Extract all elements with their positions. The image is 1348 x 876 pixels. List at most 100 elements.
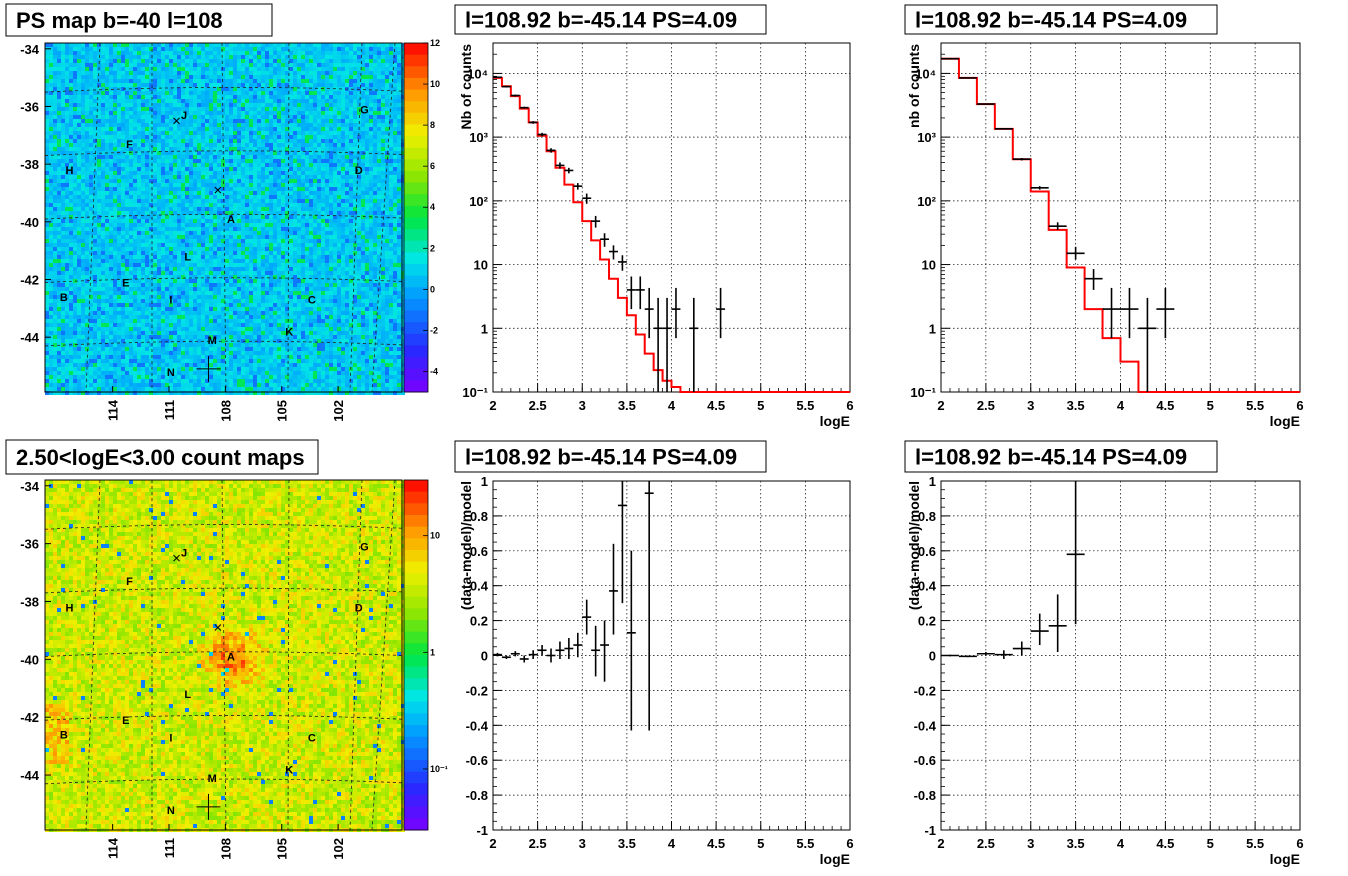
heatmap-cell: [113, 87, 117, 91]
heatmap-cell: [193, 179, 197, 183]
heatmap-cell: [169, 207, 173, 211]
heatmap-cell: [65, 47, 69, 51]
heatmap-cell: [245, 47, 249, 51]
heatmap-cell: [221, 239, 225, 243]
heatmap-cell: [313, 127, 317, 131]
heatmap-cell: [333, 75, 337, 79]
heatmap-cell: [201, 199, 205, 203]
heatmap-cell: [89, 147, 93, 151]
heatmap-cell: [177, 79, 181, 83]
heatmap-cell: [353, 227, 357, 231]
heatmap-cell: [309, 203, 313, 207]
heatmap-cell: [201, 247, 205, 251]
heatmap-cell: [377, 107, 381, 111]
heatmap-cell: [153, 155, 157, 159]
heatmap-cell: [221, 47, 225, 51]
heatmap-cell: [89, 159, 93, 163]
heatmap-cell: [77, 183, 81, 187]
heatmap-cell: [373, 115, 377, 119]
heatmap-cell: [277, 239, 281, 243]
heatmap-cell: [125, 239, 129, 243]
heatmap-cell: [381, 219, 385, 223]
heatmap-cell: [253, 171, 257, 175]
heatmap-cell: [129, 227, 133, 231]
heatmap-cell: [205, 243, 209, 247]
heatmap-cell: [121, 67, 125, 71]
heatmap-cell: [257, 107, 261, 111]
heatmap-cell: [349, 183, 353, 187]
heatmap-cell: [325, 195, 329, 199]
heatmap-cell: [241, 135, 245, 139]
heatmap-cell: [53, 147, 57, 151]
heatmap-cell: [185, 211, 189, 215]
heatmap-cell: [269, 91, 273, 95]
heatmap-cell: [49, 115, 53, 119]
heatmap-cell: [57, 223, 61, 227]
heatmap-cell: [89, 127, 93, 131]
heatmap-cell: [57, 131, 61, 135]
heatmap-cell: [81, 179, 85, 183]
heatmap-cell: [205, 247, 209, 251]
heatmap-cell: [117, 143, 121, 147]
heatmap-cell: [241, 175, 245, 179]
heatmap-cell: [389, 239, 393, 243]
heatmap-cell: [293, 219, 297, 223]
heatmap-cell: [385, 239, 389, 243]
heatmap-cell: [109, 63, 113, 67]
heatmap-cell: [117, 167, 121, 171]
heatmap-cell: [365, 55, 369, 59]
heatmap-cell: [73, 147, 77, 151]
heatmap-cell: [209, 247, 213, 251]
heatmap-cell: [385, 135, 389, 139]
heatmap-cell: [109, 255, 113, 259]
heatmap-cell: [101, 67, 105, 71]
heatmap-cell: [109, 127, 113, 131]
heatmap-cell: [361, 227, 365, 231]
heatmap-cell: [329, 255, 333, 259]
heatmap-cell: [385, 259, 389, 263]
heatmap-cell: [277, 55, 281, 59]
heatmap-cell: [65, 63, 69, 67]
heatmap-cell: [297, 219, 301, 223]
heatmap-cell: [369, 191, 373, 195]
heatmap-cell: [65, 159, 69, 163]
heatmap-cell: [153, 175, 157, 179]
heatmap-cell: [297, 179, 301, 183]
heatmap-cell: [293, 243, 297, 247]
heatmap-cell: [65, 167, 69, 171]
heatmap-cell: [49, 211, 53, 215]
heatmap-cell: [49, 95, 53, 99]
heatmap-cell: [205, 235, 209, 239]
heatmap-cell: [353, 51, 357, 55]
heatmap-cell: [381, 131, 385, 135]
heatmap-cell: [369, 199, 373, 203]
heatmap-cell: [97, 235, 101, 239]
heatmap-cell: [69, 87, 73, 91]
heatmap-cell: [341, 63, 345, 67]
heatmap-cell: [57, 67, 61, 71]
heatmap-cell: [185, 159, 189, 163]
heatmap-cell: [189, 187, 193, 191]
heatmap-cell: [57, 107, 61, 111]
heatmap-cell: [73, 139, 77, 143]
heatmap-cell: [57, 103, 61, 107]
heatmap-cell: [133, 159, 137, 163]
heatmap-cell: [357, 167, 361, 171]
heatmap-cell: [89, 115, 93, 119]
heatmap-cell: [273, 207, 277, 211]
heatmap-cell: [289, 107, 293, 111]
heatmap-cell: [333, 111, 337, 115]
heatmap-cell: [45, 199, 49, 203]
heatmap-cell: [145, 143, 149, 147]
heatmap-cell: [185, 47, 189, 51]
heatmap-cell: [65, 227, 69, 231]
heatmap-cell: [381, 175, 385, 179]
heatmap-cell: [305, 123, 309, 127]
heatmap-cell: [141, 107, 145, 111]
heatmap-cell: [321, 43, 325, 47]
heatmap-cell: [49, 223, 53, 227]
heatmap-cell: [137, 131, 141, 135]
heatmap-cell: [193, 227, 197, 231]
heatmap-cell: [81, 175, 85, 179]
heatmap-cell: [73, 263, 77, 267]
